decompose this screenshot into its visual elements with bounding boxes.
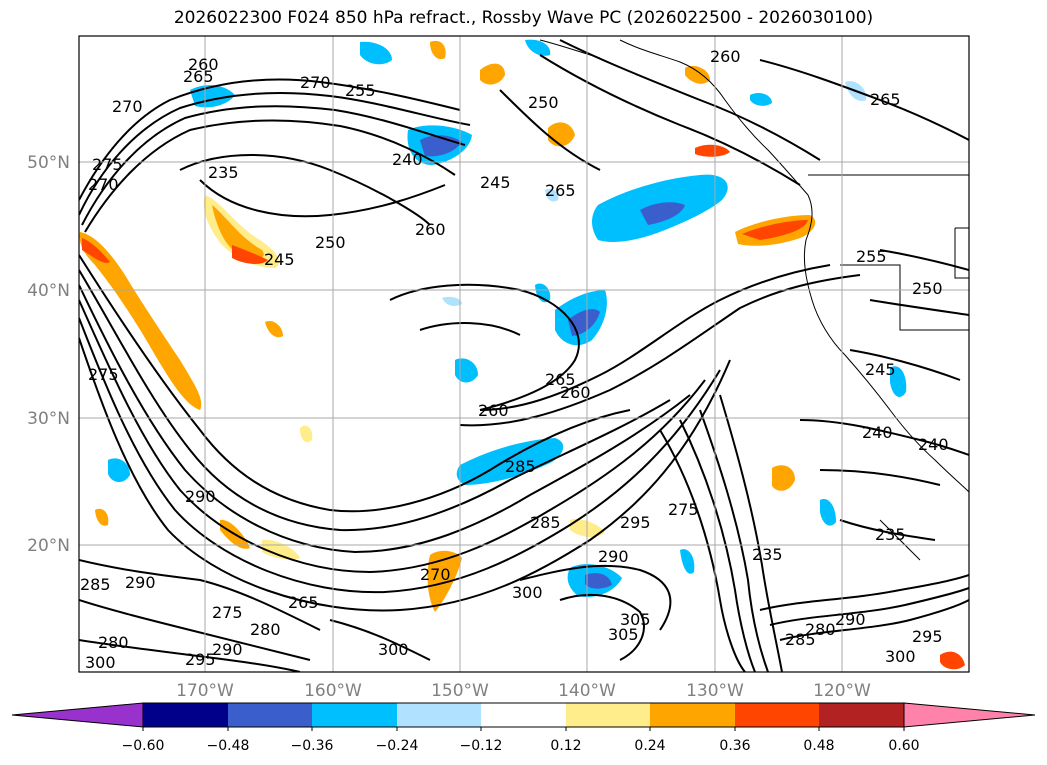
longitude-labels: 170°W 160°W 150°W 140°W 130°W 120°W — [176, 681, 871, 701]
contour-label: 290 — [835, 610, 866, 629]
contour-label: 280 — [805, 620, 836, 639]
colorbar-segment — [566, 703, 650, 727]
colorbar-tick-label: −0.24 — [376, 738, 419, 754]
contour-label: 270 — [88, 175, 119, 194]
contour-label: 235 — [752, 545, 783, 564]
contour-label: 280 — [250, 620, 281, 639]
contour-label: 275 — [212, 603, 243, 622]
colorbar-extend-high — [903, 702, 1036, 728]
colorbar-extend-low — [11, 702, 144, 728]
colorbar-segment — [819, 703, 904, 727]
colorbar-tick-label: 0.48 — [803, 738, 834, 754]
colorbar: −0.60 −0.48 −0.36 −0.24 −0.12 0.12 0.24 … — [11, 702, 1036, 754]
colorbar-tick-label: −0.36 — [291, 738, 334, 754]
contour-label: 250 — [528, 93, 559, 112]
contour-label: 265 — [870, 90, 901, 109]
lon-label: 150°W — [431, 681, 489, 701]
contour-label: 285 — [785, 630, 816, 649]
contour-label: 270 — [420, 565, 451, 584]
contour-label: 260 — [560, 383, 591, 402]
positive-anomaly-shading — [79, 40, 965, 670]
contour-label: 240 — [862, 423, 893, 442]
contour-label: 260 — [188, 55, 219, 74]
borders — [808, 174, 969, 331]
contour-label: 240 — [918, 435, 949, 454]
contour-label: 290 — [598, 547, 629, 566]
contour-label: 290 — [185, 487, 216, 506]
contour-label: 275 — [92, 155, 123, 174]
contour-label: 235 — [875, 525, 906, 544]
lon-label: 120°W — [813, 681, 871, 701]
colorbar-tick-label: 0.24 — [634, 738, 665, 754]
contour-label: 245 — [865, 360, 896, 379]
lon-label: 140°W — [558, 681, 616, 701]
contour-label: 300 — [885, 647, 916, 666]
colorbar-segment — [143, 703, 228, 727]
contour-label: 260 — [710, 47, 741, 66]
colorbar-tick-label: −0.60 — [122, 738, 165, 754]
contour-label: 280 — [98, 633, 129, 652]
contour-label: 290 — [212, 640, 243, 659]
lon-label: 170°W — [176, 681, 234, 701]
contour-label: 285 — [505, 457, 536, 476]
contour-label: 300 — [85, 653, 116, 672]
colorbar-tick-label: 0.60 — [888, 738, 919, 754]
colorbar-segment — [397, 703, 481, 727]
contour-label: 250 — [912, 279, 943, 298]
contour-label: 305 — [620, 610, 651, 629]
contour-label: 270 — [112, 97, 143, 116]
gridlines — [79, 36, 969, 672]
contour-label: 290 — [125, 573, 156, 592]
contour-label: 260 — [415, 220, 446, 239]
contour-label: 240 — [392, 150, 423, 169]
colorbar-segment — [735, 703, 819, 727]
map-title: 2026022300 F024 850 hPa refract., Rossby… — [173, 8, 874, 28]
refractivity-contours — [79, 39, 969, 672]
contour-label: 265 — [183, 67, 214, 86]
contour-label: 265 — [288, 593, 319, 612]
contour-label: 235 — [208, 163, 239, 182]
colorbar-tick-label: −0.12 — [460, 738, 503, 754]
contour-label: 265 — [545, 181, 576, 200]
contour-labels: 260 265 270 270 255 250 260 265 270 275 … — [80, 47, 949, 672]
contour-label: 295 — [912, 627, 943, 646]
contour-label: 295 — [620, 513, 651, 532]
colorbar-segment — [312, 703, 397, 727]
contour-label: 295 — [185, 650, 216, 669]
contour-label: 275 — [88, 365, 119, 384]
lat-label: 40°N — [27, 281, 70, 301]
lat-label: 30°N — [27, 409, 70, 429]
contour-label: 305 — [608, 625, 639, 644]
colorbar-tick-label: −0.48 — [207, 738, 250, 754]
contour-label: 265 — [545, 370, 576, 389]
contour-label: 255 — [345, 81, 376, 100]
lon-label: 130°W — [686, 681, 744, 701]
contour-label: 245 — [264, 250, 295, 269]
colorbar-segment — [481, 703, 566, 727]
contour-label: 250 — [315, 233, 346, 252]
coastline — [539, 39, 969, 561]
contour-label: 300 — [378, 640, 409, 659]
contour-label: 245 — [480, 173, 511, 192]
latitude-labels: 50°N 40°N 30°N 20°N — [27, 153, 70, 556]
contour-label: 270 — [300, 73, 331, 92]
contour-label: 275 — [668, 500, 699, 519]
lon-label: 160°W — [304, 681, 362, 701]
colorbar-segment — [650, 703, 735, 727]
colorbar-outline — [142, 702, 905, 728]
contour-label: 285 — [530, 513, 561, 532]
contour-label: 300 — [512, 583, 543, 602]
map-frame — [78, 35, 970, 673]
contour-label: 285 — [80, 575, 111, 594]
colorbar-segment — [228, 703, 312, 727]
map-panel — [79, 36, 969, 672]
colorbar-tick-label: 0.12 — [550, 738, 581, 754]
colorbar-tick-label: 0.36 — [719, 738, 750, 754]
contour-label: 260 — [478, 401, 509, 420]
lat-label: 50°N — [27, 153, 70, 173]
contour-label: 255 — [856, 247, 887, 266]
lat-label: 20°N — [27, 536, 70, 556]
